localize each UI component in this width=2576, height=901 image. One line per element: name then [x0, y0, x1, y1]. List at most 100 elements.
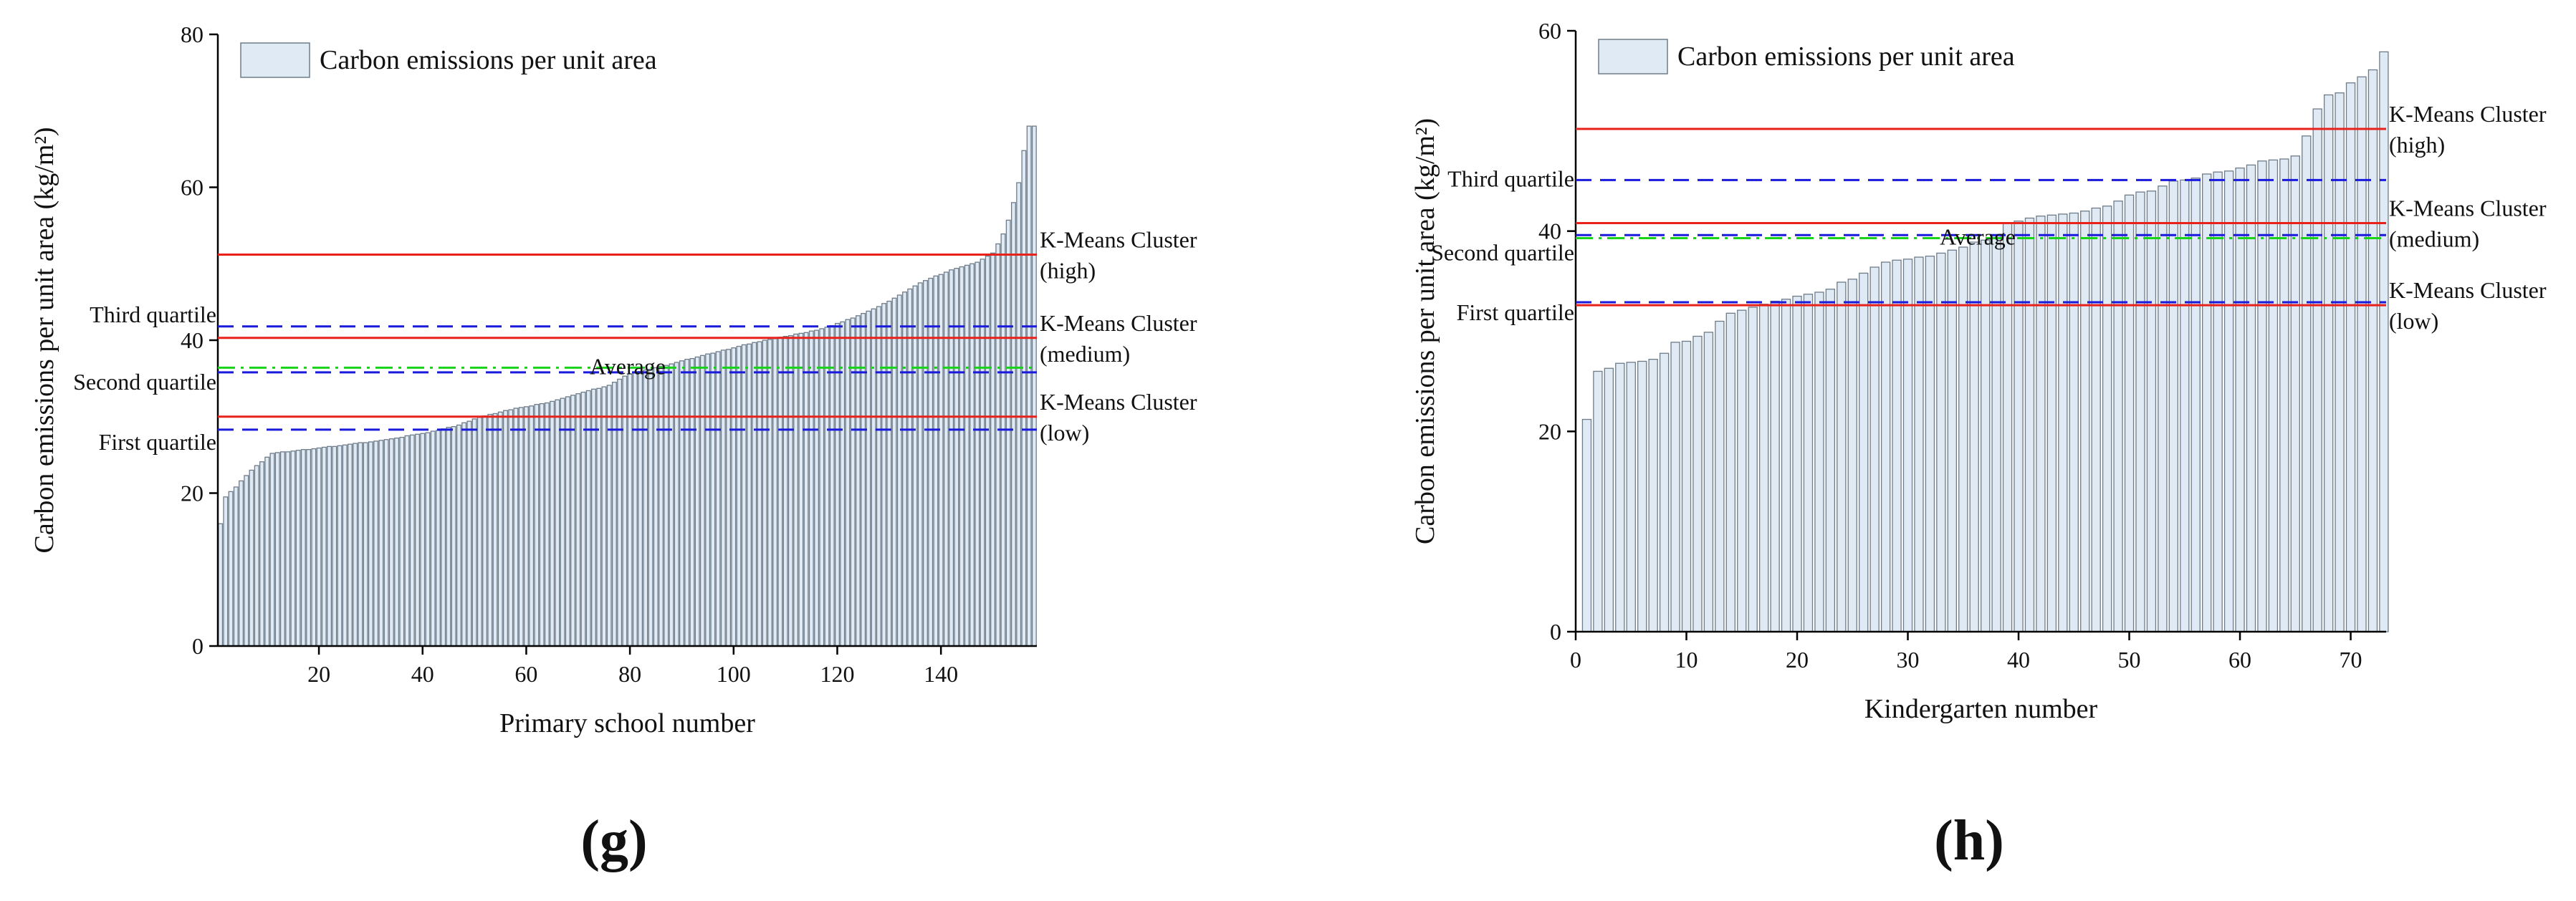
bar: [337, 445, 343, 647]
bar: [2146, 191, 2157, 632]
bar: [2268, 159, 2279, 632]
bar: [378, 440, 384, 647]
bar: [659, 365, 664, 647]
y-tick-label: 20: [181, 481, 204, 506]
bar: [404, 435, 410, 647]
bar: [353, 443, 358, 647]
bar: [409, 434, 415, 647]
bar: [348, 443, 353, 647]
bar: [300, 449, 306, 647]
legend-label: Carbon emissions per unit area: [320, 45, 657, 75]
bar: [373, 440, 379, 647]
bar: [1847, 279, 1857, 632]
bar: [2202, 173, 2212, 632]
x-tick-label: 10: [1675, 647, 1698, 673]
bar: [306, 449, 312, 647]
bar: [876, 306, 881, 647]
bar: [803, 332, 809, 647]
ref-label-kmeans-low: K-Means Cluster: [1040, 389, 1197, 415]
bar: [492, 413, 498, 647]
bar: [218, 523, 224, 647]
bar: [855, 315, 861, 647]
bar: [1670, 342, 1680, 632]
chart-panel-h: 0 20 40 60 0 10 20 30 40 50 60 70 Kindergarten numbe…: [1410, 18, 2547, 724]
x-tick-label: 0: [1570, 647, 1581, 673]
bar: [274, 452, 280, 647]
bar: [2302, 135, 2312, 632]
bar: [782, 336, 788, 647]
bar: [705, 353, 711, 647]
bar: [269, 453, 275, 647]
x-axis-title: Kindergarten number: [1864, 694, 2098, 724]
bar: [1593, 370, 1603, 632]
bar: [2024, 217, 2035, 632]
bar: [2379, 51, 2389, 632]
bar: [425, 432, 431, 647]
y-axis-title: Carbon emissions per unit area (kg/m²): [29, 127, 59, 554]
bar: [430, 430, 436, 647]
ref-label-third-quartile: Third quartile: [90, 302, 216, 327]
bar: [399, 436, 405, 647]
bar: [2135, 191, 2145, 632]
x-tick-label: 120: [820, 661, 854, 687]
bar: [342, 444, 348, 647]
y-tick-label: 60: [1538, 18, 1561, 44]
bar: [912, 285, 918, 647]
bar: [1026, 125, 1032, 647]
bar: [731, 347, 737, 647]
bar: [2279, 158, 2289, 632]
bar: [441, 428, 446, 647]
bar: [1792, 295, 1802, 632]
ref-label-average: Average: [590, 353, 666, 379]
bar: [840, 321, 846, 647]
bar: [2290, 155, 2300, 632]
bar: [1748, 307, 1758, 632]
ref-label-first-quartile: First quartile: [1457, 299, 1574, 325]
bar: [2367, 69, 2378, 632]
bar: [394, 437, 400, 647]
bar: [1021, 150, 1027, 647]
bar: [539, 403, 545, 647]
bar: [223, 496, 229, 647]
bar: [311, 448, 317, 647]
bar: [461, 422, 467, 647]
bar: [487, 413, 493, 647]
ref-label-kmeans-low: (low): [2389, 308, 2438, 334]
bar: [943, 271, 949, 647]
bar: [1880, 261, 1891, 632]
bar: [1010, 202, 1016, 647]
bar: [570, 395, 576, 647]
bar: [643, 369, 648, 647]
x-tick-label: 50: [2118, 647, 2141, 673]
bar: [1969, 241, 1979, 632]
bar: [2345, 82, 2356, 632]
bar: [627, 373, 633, 647]
bar: [824, 327, 830, 647]
bar: [653, 367, 659, 647]
x-tick-label: 100: [717, 661, 751, 687]
y-tick-label: 60: [181, 175, 204, 201]
bar: [591, 388, 596, 647]
bar: [1859, 272, 1869, 632]
bar: [295, 450, 301, 647]
bar: [497, 411, 503, 647]
panel-label-g: (g): [580, 809, 647, 872]
bar: [534, 404, 540, 647]
ref-label-kmeans-low: (low): [1040, 420, 1089, 445]
bar: [938, 274, 944, 647]
bar: [2036, 216, 2046, 632]
bar: [2213, 171, 2223, 632]
bar: [239, 480, 244, 647]
ref-label-average: Average: [1940, 223, 2016, 249]
bar: [985, 255, 990, 647]
bar: [694, 356, 700, 647]
bar: [1681, 340, 1692, 632]
bar: [2312, 108, 2322, 632]
bar: [907, 288, 913, 647]
bar: [1947, 249, 1958, 632]
bar: [679, 360, 684, 647]
bar: [922, 280, 928, 647]
x-tick-label: 60: [2228, 647, 2251, 673]
bar: [1005, 219, 1011, 647]
